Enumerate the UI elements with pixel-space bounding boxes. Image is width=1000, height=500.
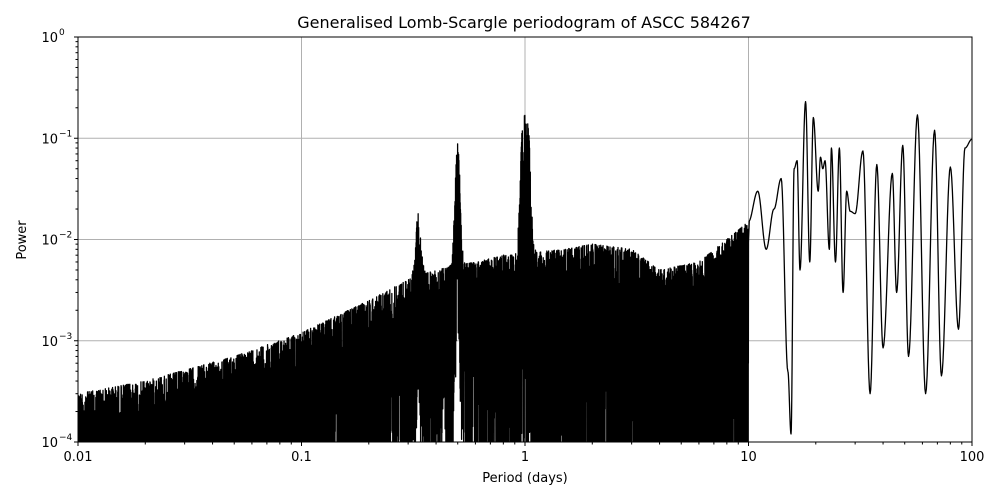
y-tick-exponent: −2: [59, 231, 72, 241]
x-tick-label: 0.01: [64, 450, 93, 465]
x-axis-label: Period (days): [482, 471, 568, 486]
y-tick-exponent: 0: [59, 28, 65, 38]
y-tick-exponent: −3: [59, 332, 72, 342]
x-tick-label: 100: [960, 450, 985, 465]
y-tick-label: 10: [41, 234, 58, 249]
x-tick-label: 1: [521, 450, 529, 465]
chart-title: Generalised Lomb-Scargle periodogram of …: [297, 13, 751, 32]
x-axis-ticks: 0.01 0.1 1 10 100: [64, 442, 985, 465]
y-tick-label: 10: [41, 132, 58, 147]
y-axis-label: Power: [15, 220, 30, 260]
x-tick-label: 10: [740, 450, 757, 465]
power-line: [78, 100, 972, 442]
y-tick-label: 10: [41, 335, 58, 350]
y-tick-exponent: −4: [59, 433, 73, 443]
y-tick-label: 10: [41, 31, 58, 46]
x-tick-label: 0.1: [291, 450, 312, 465]
plot-area: [78, 100, 972, 442]
y-tick-exponent: −1: [59, 129, 72, 139]
periodogram-curve: [78, 100, 972, 442]
y-tick-label: 10: [41, 436, 58, 451]
